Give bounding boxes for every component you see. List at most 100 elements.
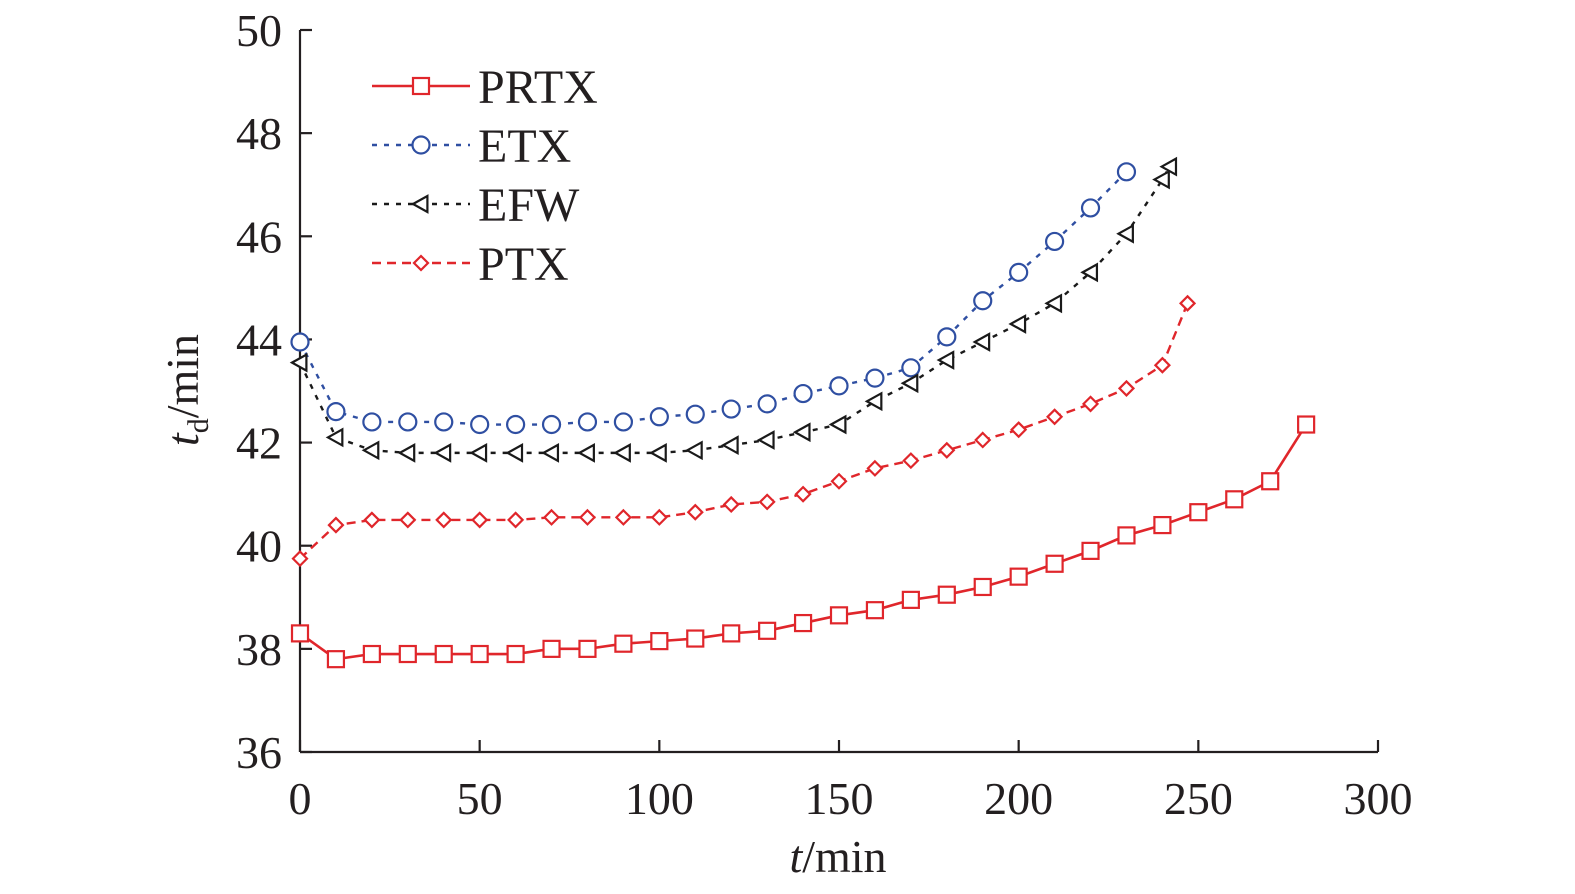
data-point: [291, 550, 309, 568]
data-point: [613, 443, 631, 463]
data-point: [614, 508, 632, 526]
y-tick-label: 42: [236, 418, 282, 469]
y-tick-label: 38: [236, 624, 282, 675]
y-tick-label: 50: [236, 5, 282, 56]
data-point: [866, 459, 884, 477]
legend-label-ptx: PTX: [478, 238, 569, 291]
data-point: [1044, 293, 1063, 314]
series-efw: [289, 156, 1178, 463]
data-point: [433, 443, 452, 463]
y-tick-label: 44: [236, 314, 282, 365]
data-point: [1297, 415, 1316, 434]
y-axis-var: t: [157, 432, 208, 446]
legend-label-prtx: PRTX: [478, 61, 598, 114]
x-tick-label: 50: [457, 773, 503, 824]
data-point: [1117, 526, 1136, 545]
data-point: [902, 452, 920, 470]
data-point: [901, 590, 920, 609]
data-point: [830, 472, 848, 490]
data-point: [936, 350, 955, 370]
x-ticks: 0 50 100 150 200 250 300: [289, 740, 1413, 824]
data-point: [756, 430, 775, 450]
data-point: [720, 435, 739, 456]
data-point: [1153, 515, 1172, 535]
data-point: [685, 404, 705, 424]
data-point: [1261, 472, 1280, 491]
data-point: [865, 368, 885, 388]
data-point: [793, 613, 813, 633]
data-point: [973, 577, 992, 597]
x-tick-label: 100: [625, 773, 694, 824]
legend-item-etx: ETX: [372, 120, 571, 173]
data-point: [435, 511, 453, 529]
data-point: [974, 431, 992, 449]
data-point: [290, 624, 310, 643]
data-point: [1009, 567, 1028, 586]
series-layer: [289, 156, 1316, 669]
data-point: [686, 629, 705, 648]
data-point: [973, 291, 993, 311]
y-tick-label: 46: [236, 211, 282, 262]
legend: PRTX ETX EFW PTX: [372, 61, 598, 291]
data-point: [794, 485, 812, 503]
data-point: [469, 443, 488, 463]
data-point: [758, 493, 776, 511]
legend-marker-ptx: [412, 254, 430, 272]
y-axis-unit: /min: [157, 334, 208, 418]
data-point: [614, 634, 633, 653]
data-point: [398, 644, 417, 664]
series-line-efw: [298, 166, 1171, 455]
data-point: [722, 624, 741, 643]
data-point: [1010, 421, 1028, 439]
data-point: [650, 632, 669, 651]
y-axis-title: td/min: [157, 334, 215, 446]
data-point: [1159, 156, 1178, 177]
data-point: [1225, 490, 1244, 509]
data-point: [326, 402, 346, 422]
data-point: [541, 443, 560, 463]
series-ptx: [291, 294, 1197, 568]
data-point: [613, 412, 634, 432]
data-point: [864, 391, 883, 412]
data-point: [363, 511, 381, 529]
data-point: [470, 414, 490, 435]
legend-label-etx: ETX: [478, 120, 571, 173]
data-point: [1116, 162, 1137, 182]
data-point: [577, 443, 595, 463]
legend-marker-efw: [410, 194, 429, 214]
axes: 36 38 40 42 44 46 48 50 0 50 100 150 200 250 300: [236, 5, 1413, 824]
data-point: [542, 508, 561, 526]
data-point: [901, 358, 921, 378]
data-point: [685, 440, 703, 461]
data-point: [649, 443, 667, 463]
data-point: [1008, 314, 1027, 334]
data-point: [1153, 356, 1171, 374]
data-point: [327, 516, 345, 534]
legend-marker-prtx: [411, 76, 431, 96]
data-point: [900, 373, 919, 394]
data-point: [1080, 198, 1101, 218]
data-point: [434, 644, 453, 664]
data-point: [1044, 231, 1065, 252]
series-etx: [290, 162, 1137, 435]
data-point: [649, 407, 669, 427]
data-point: [1178, 294, 1197, 312]
x-tick-label: 300: [1344, 773, 1413, 824]
legend-label-efw: EFW: [478, 179, 580, 232]
data-point: [362, 644, 381, 664]
data-point: [938, 441, 956, 459]
data-point: [937, 585, 956, 604]
data-point: [434, 412, 454, 432]
legend-item-prtx: PRTX: [372, 61, 598, 114]
data-point: [793, 383, 813, 404]
series-line-ptx: [299, 302, 1189, 560]
data-point: [399, 511, 417, 529]
data-point: [829, 376, 849, 396]
y-tick-label: 36: [236, 727, 282, 778]
data-point: [470, 644, 489, 664]
legend-marker-etx: [411, 135, 431, 155]
legend-item-efw: EFW: [372, 179, 580, 232]
x-tick-label: 200: [984, 773, 1053, 824]
x-tick-label: 0: [289, 773, 312, 824]
data-point: [578, 508, 597, 526]
